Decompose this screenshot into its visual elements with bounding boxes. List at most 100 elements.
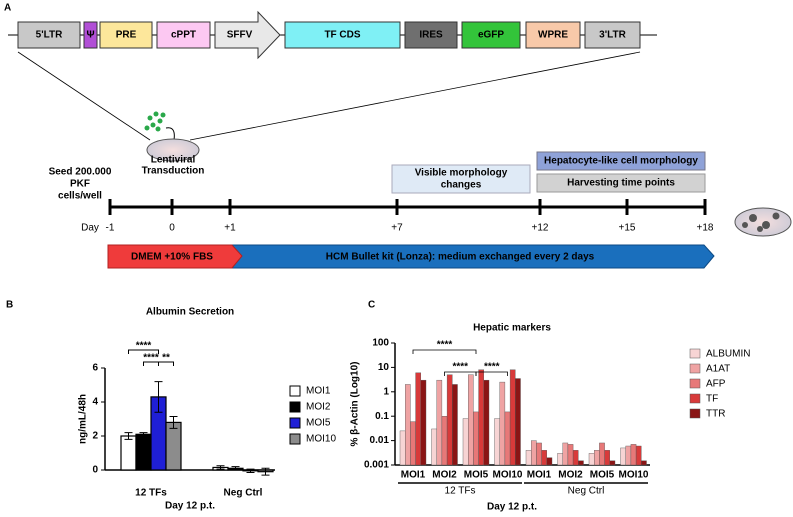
legend-swatch: [289, 401, 301, 413]
zoom-line: [17, 51, 151, 141]
bar: [405, 384, 411, 466]
legend-swatch: [689, 393, 701, 404]
construct-element: [461, 21, 521, 49]
significance-bracket: [475, 371, 508, 376]
bar: [165, 421, 182, 471]
legend-swatch: [689, 378, 701, 389]
medium-text: HCM Bullet kit (Lonza): medium exchanged…: [326, 252, 595, 263]
medium-text: DMEM +10% FBS: [131, 252, 213, 263]
bar: [599, 442, 605, 466]
bar: [410, 421, 416, 466]
legend-label: A1AT: [706, 364, 730, 375]
day-tick: -1: [106, 223, 115, 234]
day-tick: +18: [697, 223, 714, 234]
y-tick-label: 10: [378, 362, 390, 373]
y-tick-label: 0.1: [375, 411, 389, 422]
bar: [536, 442, 542, 466]
bar: [120, 435, 137, 471]
panel-label: A: [4, 3, 11, 14]
y-tick-label: 0: [92, 465, 98, 476]
x-tick-label: MOI1: [401, 470, 426, 481]
bar: [578, 460, 584, 466]
construct-label: cPPT: [171, 30, 196, 41]
legend-label: MOI10: [306, 434, 336, 445]
error-bar: [139, 432, 148, 437]
error-bar: [231, 466, 240, 471]
legend-label: TF: [706, 394, 718, 405]
day-tick: +12: [532, 223, 549, 234]
construct-label: IRES: [419, 30, 443, 41]
day-tick: +15: [619, 223, 636, 234]
significance-bracket: [128, 349, 159, 354]
significance-label: ****: [452, 362, 468, 373]
bar: [562, 442, 569, 466]
bar: [436, 379, 443, 466]
y-tick-label: 0.01: [370, 435, 390, 446]
construct-element: [404, 21, 458, 49]
bar: [473, 411, 479, 466]
error-bar: [154, 381, 163, 413]
bar: [635, 445, 642, 466]
significance-label: ****: [437, 340, 453, 351]
error-bar: [169, 415, 178, 429]
bar: [572, 450, 579, 466]
legend-swatch: [289, 385, 301, 397]
construct-element: [156, 21, 211, 49]
construct-element: [284, 21, 401, 49]
bar: [588, 453, 595, 466]
construct-label: WPRE: [538, 30, 568, 41]
day-tick: 0: [169, 223, 175, 234]
construct-element: [525, 21, 581, 49]
construct-label: 3'LTR: [599, 30, 626, 41]
x-tick-label: MOI1: [527, 470, 552, 481]
x-tick-label: MOI5: [464, 470, 489, 481]
bar: [525, 450, 532, 466]
medium-arrow: [107, 244, 243, 269]
morphology-box: [391, 164, 531, 194]
day-tick: +1: [224, 223, 236, 234]
chart-title: Albumin Secretion: [146, 307, 234, 318]
panel-label: C: [368, 300, 375, 311]
x-axis-label: Day 12 p.t.: [165, 501, 215, 512]
culture-dish: [146, 138, 200, 162]
bar: [625, 445, 632, 466]
x-tick-label: MOI10: [618, 470, 648, 481]
arrow: [165, 127, 175, 141]
bar: [594, 450, 600, 466]
construct-label: eGFP: [478, 30, 504, 41]
bar: [483, 379, 490, 466]
construct-label: Ψ: [86, 30, 94, 41]
legend-label: ALBUMIN: [706, 349, 750, 360]
error-bar: [124, 432, 133, 440]
y-tick-label: 4: [92, 397, 98, 408]
bar: [462, 418, 469, 466]
bar: [431, 428, 437, 466]
legend-label: AFP: [706, 379, 726, 390]
harvest-text: Harvesting time points: [567, 178, 675, 189]
y-tick-label: 6: [92, 363, 98, 374]
x-axis-label: Day 12 p.t.: [487, 502, 537, 513]
legend-swatch: [689, 348, 701, 359]
x-tick-label: Neg Ctrl: [224, 488, 263, 499]
bar: [604, 450, 610, 466]
construct-element: [17, 21, 81, 49]
bar: [399, 430, 406, 466]
bar: [509, 369, 516, 466]
legend-swatch: [289, 417, 301, 429]
morphology-text: Visible morphology: [415, 168, 508, 179]
significance-bracket: [158, 361, 174, 366]
construct-label: PRE: [116, 30, 137, 41]
hepatocyte-box: [536, 151, 706, 171]
day-label: Day: [81, 223, 99, 234]
seed-text: PKF: [70, 179, 90, 190]
chart-title: Hepatic markers: [473, 323, 551, 334]
legend-swatch: [289, 433, 301, 445]
legend-swatch: [689, 363, 701, 374]
y-tick-label: 2: [92, 431, 98, 442]
x-tick-label: 12 TFs: [135, 488, 167, 499]
bar: [567, 444, 574, 466]
bar: [468, 374, 474, 466]
error-bar: [216, 465, 225, 470]
x-tick-label: MOI5: [590, 470, 615, 481]
